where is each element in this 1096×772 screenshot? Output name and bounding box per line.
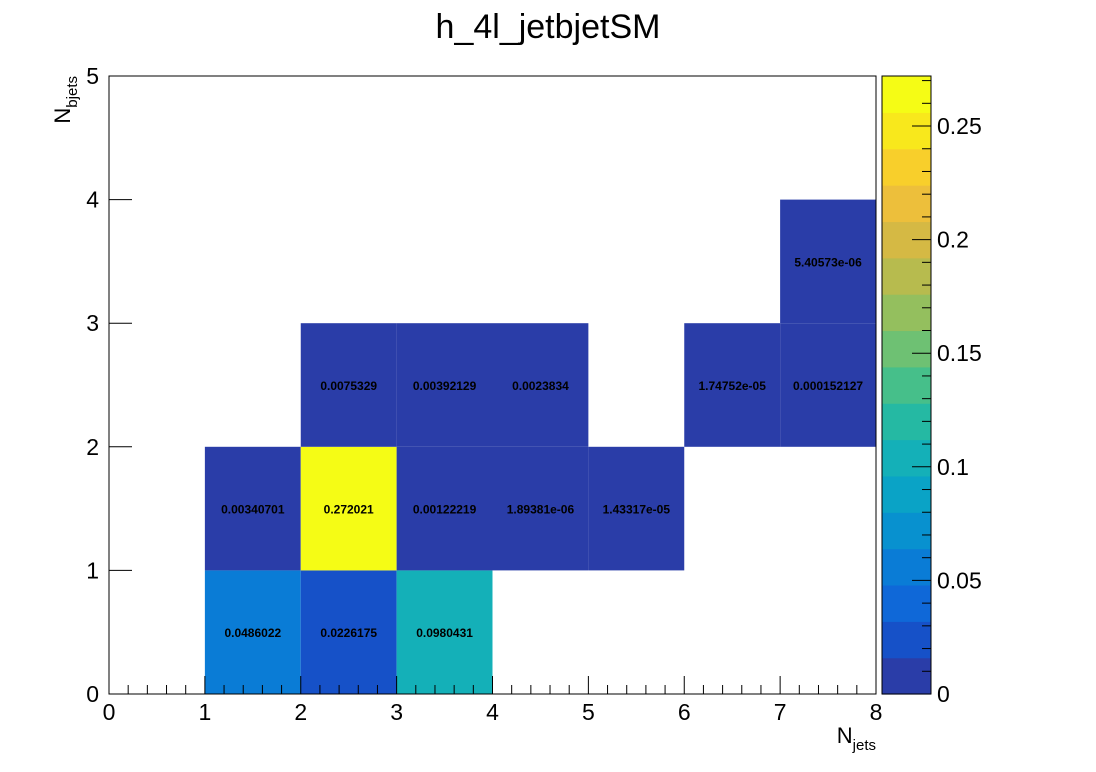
colorbar-swatch (882, 548, 931, 586)
x-tick-label: 3 (390, 699, 403, 725)
cell-value-label: 0.00122219 (413, 503, 477, 517)
x-tick-label: 5 (582, 699, 595, 725)
colorbar-swatch (882, 439, 931, 477)
colorbar-tick-label: 0 (937, 681, 950, 707)
y-axis: 0 1 2 3 4 5 (86, 63, 132, 707)
cell-value-label: 0.0023834 (512, 379, 569, 393)
cell-value-label: 0.272021 (324, 503, 374, 517)
cell-value-label: 1.74752e-05 (698, 379, 766, 393)
heatmap-cell (492, 323, 589, 447)
cell-value-label: 0.0980431 (416, 626, 473, 640)
colorbar-swatch (882, 657, 931, 695)
chart-title: h_4l_jetbjetSM (436, 8, 661, 46)
colorbar-swatch (882, 185, 931, 223)
heatmap-cell (780, 323, 876, 447)
heatmap-cell (684, 323, 781, 447)
heatmap-cells (204, 199, 876, 694)
colorbar-swatch (882, 294, 931, 332)
cell-labels: 0.0486022 0.0226175 0.0980431 0.00340701 0.2… (221, 255, 863, 640)
cell-value-label: 1.43317e-05 (603, 503, 671, 517)
cell-value-label: 0.0226175 (320, 626, 377, 640)
colorbar-swatch (882, 76, 931, 113)
x-axis: 0 1 2 3 4 5 6 7 8 (103, 676, 883, 725)
colorbar-swatch (882, 475, 931, 513)
heatmap-cell (300, 446, 397, 571)
y-tick-label: 4 (86, 187, 99, 213)
x-tick-label: 2 (294, 699, 307, 725)
colorbar-frame (881, 75, 932, 695)
y-tick-label: 5 (86, 63, 99, 89)
heatmap-cell (780, 199, 876, 324)
colorbar-tick-label: 0.15 (937, 340, 982, 366)
cell-value-label: 0.00340701 (221, 503, 285, 517)
x-tick-label: 0 (103, 699, 116, 725)
heatmap-cell (588, 446, 685, 571)
cell-value-label: 0.000152127 (793, 379, 863, 393)
cell-value-label: 0.0486022 (224, 626, 281, 640)
x-tick-label: 6 (678, 699, 691, 725)
x-tick-label: 4 (486, 699, 499, 725)
y-axis-title: Nbjets (50, 76, 81, 124)
y-axis-title-main: N (50, 108, 75, 124)
heatmap-cell (396, 570, 493, 694)
colorbar-swatch (882, 148, 931, 186)
colorbar-tick-label: 0.2 (937, 227, 969, 253)
x-axis-title: Njets (837, 723, 876, 754)
cell-value-label: 0.0075329 (320, 379, 377, 393)
x-tick-label: 8 (870, 699, 883, 725)
colorbar-tick-label: 0.1 (937, 454, 969, 480)
y-tick-label: 2 (86, 434, 99, 460)
heatmap-cell (204, 570, 301, 694)
heatmap-cell (396, 323, 493, 447)
x-axis-title-main: N (837, 723, 853, 748)
colorbar-swatch (882, 330, 931, 368)
colorbar-swatch (882, 257, 931, 295)
heatmap-cell (300, 323, 397, 447)
colorbar-swatch (882, 621, 931, 659)
heatmap-cell (300, 570, 397, 694)
cell-value-label: 5.40573e-06 (794, 255, 862, 269)
colorbar-swatch (882, 512, 931, 550)
heatmap-cell (396, 446, 493, 571)
x-axis-title-sub: jets (852, 737, 876, 754)
x-tick-label: 7 (774, 699, 787, 725)
colorbar-tick-label: 0.05 (937, 567, 982, 593)
y-tick-label: 1 (86, 557, 99, 583)
cell-value-label: 1.89381e-06 (507, 503, 575, 517)
y-tick-label: 3 (86, 310, 99, 336)
heatmap-cell (204, 446, 301, 571)
colorbar-swatch (882, 366, 931, 404)
colorbar: 0 0.05 0.1 0.15 0.2 0.25 (881, 75, 982, 707)
heatmap-cell (492, 446, 589, 571)
cell-value-label: 0.00392129 (413, 379, 477, 393)
colorbar-swatch (882, 112, 931, 150)
y-tick-label: 0 (86, 681, 99, 707)
colorbar-tick-label: 0.25 (937, 113, 982, 139)
y-axis-title-sub: bjets (64, 76, 81, 108)
x-tick-label: 1 (198, 699, 211, 725)
